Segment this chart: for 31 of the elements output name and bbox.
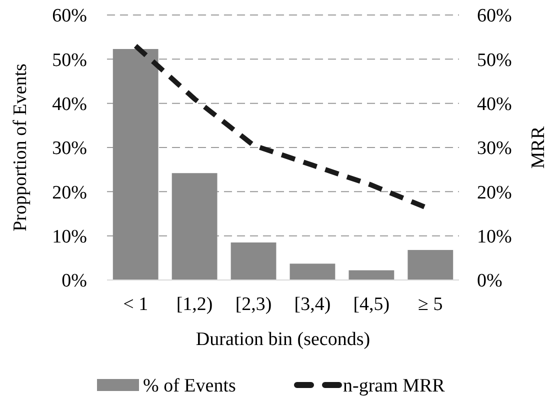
y-tick-label: 30% [52,138,88,160]
y-tick-label: 20% [52,182,88,204]
y2-tick-label: 30% [477,138,512,160]
y2-tick-label: 50% [477,50,512,71]
bar [230,242,276,280]
y-tick-label: 60% [52,6,88,27]
x-tick-label: [1,2) [176,294,213,315]
legend-label: n-gram MRR [343,376,446,397]
y-tick-label: 0% [62,270,88,292]
x-axis-title: Duration bin (seconds) [196,329,370,350]
y2-tick-label: 20% [477,182,512,204]
y2-tick-label: 40% [477,94,512,115]
x-tick-label: [3,4) [294,294,331,315]
bar [172,173,218,280]
y-tick-label: 40% [52,94,88,115]
x-tick-label: ≥ 5 [418,294,443,315]
bar [348,270,394,280]
x-tick-label: < 1 [123,294,148,315]
y-tick-label: 50% [52,50,88,71]
y2-tick-label: 60% [477,6,512,27]
bar [112,49,158,280]
y2-tick-label: 10% [477,226,512,248]
x-tick-label: [2,3) [235,294,272,315]
y-tick-label: 10% [52,226,88,248]
y-axis-title: Propportion of Events [10,64,31,232]
y2-axis-title: MRR [528,126,549,169]
bar [290,264,336,280]
y2-tick-label: 0% [477,270,502,292]
legend-label: % of Events [143,376,236,397]
bar [408,250,454,280]
x-tick-label: [4,5) [353,294,390,315]
